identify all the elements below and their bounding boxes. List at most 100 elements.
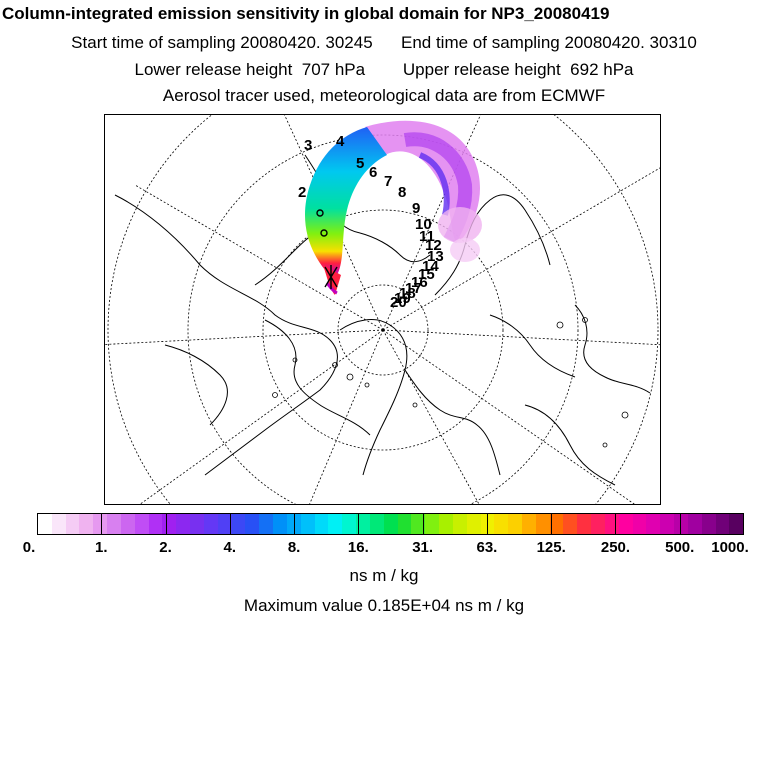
tracer-info-line: Aerosol tracer used, meteorological data… <box>162 86 606 105</box>
colorbar-segment <box>134 514 149 534</box>
colorbar <box>37 513 744 535</box>
colorbar-segment <box>674 514 688 534</box>
colorbar-segment <box>383 514 398 534</box>
traj-label-6: 6 <box>369 164 377 181</box>
traj-label-9: 9 <box>412 200 420 217</box>
traj-label-11: 11 <box>419 228 435 245</box>
colorbar-segment <box>591 514 605 534</box>
colorbar-segment <box>660 514 675 534</box>
colorbar-tick <box>358 513 360 535</box>
colorbar-segment <box>535 514 550 534</box>
colorbar-segment <box>369 514 384 534</box>
colorbar-segment <box>245 514 260 534</box>
colorbar-tick <box>294 513 296 535</box>
colorbar-segment <box>79 514 94 534</box>
colorbar-segment <box>38 514 52 534</box>
colorbar-segment <box>203 514 218 534</box>
colorbar-tick <box>422 513 424 535</box>
colorbar-label: 2. <box>159 539 172 556</box>
colorbar-segment <box>286 514 301 534</box>
traj-label-2: 2 <box>298 184 306 201</box>
colorbar-label: 125. <box>536 539 566 556</box>
colorbar-segment <box>439 514 453 534</box>
traj-label-10: 10 <box>415 216 432 233</box>
colorbar-segment <box>729 514 743 534</box>
colorbar-tick <box>679 513 681 535</box>
colorbar-segment <box>521 514 536 534</box>
colorbar-segment <box>231 514 246 534</box>
colorbar-label: 500. <box>665 539 695 556</box>
colorbar-label: 31. <box>412 539 434 556</box>
colorbar-segment <box>300 514 315 534</box>
colorbar-segment <box>342 514 357 534</box>
traj-label-20: 20 <box>390 294 407 311</box>
polar-map: 2 3 4 5 6 7 8 9 10 11 12 13 14 15 16 17 … <box>104 114 661 505</box>
colorbar-segment <box>176 514 191 534</box>
traj-label-8: 8 <box>398 184 406 201</box>
colorbar-segment <box>93 514 108 534</box>
colorbar-segment <box>494 514 509 534</box>
colorbar-segment <box>632 514 647 534</box>
colorbar-segment <box>190 514 204 534</box>
colorbar-segment <box>646 514 661 534</box>
colorbar-segment <box>452 514 467 534</box>
colorbar-segment <box>107 514 121 534</box>
traj-label-16: 16 <box>411 274 428 291</box>
traj-label-12: 12 <box>425 237 442 254</box>
colorbar-label: 4. <box>223 539 237 556</box>
colorbar-segment <box>148 514 163 534</box>
colorbar-segment <box>411 514 426 534</box>
coastlines <box>114 154 651 486</box>
colorbar-tick <box>229 513 231 535</box>
colorbar-segment <box>508 514 522 534</box>
islands <box>272 317 629 448</box>
colorbar-tick <box>551 513 553 535</box>
traj-label-3: 3 <box>304 137 312 154</box>
colorbar-ticks <box>0 513 768 535</box>
trajectory-labels: 2 3 4 5 6 7 8 9 10 11 12 13 14 15 16 17 … <box>298 133 444 311</box>
emission-plume <box>305 120 482 295</box>
colorbar-segment <box>563 514 578 534</box>
colorbar-segment <box>259 514 274 534</box>
colorbar-label: 63. <box>476 539 498 556</box>
traj-label-14: 14 <box>422 258 439 275</box>
release-height-line: Lower release height 707 hPa Upper relea… <box>134 60 634 79</box>
colorbar-label: 250. <box>600 539 631 556</box>
colorbar-segment <box>328 514 343 534</box>
colorbar-segment <box>425 514 440 534</box>
meridians <box>105 115 660 504</box>
colorbar-segment <box>51 514 66 534</box>
colorbar-label: 0. <box>22 539 36 556</box>
colorbar-label: 1000. <box>711 539 749 556</box>
traj-label-19: 19 <box>394 290 411 307</box>
trajectory-markers <box>316 209 338 289</box>
traj-label-4: 4 <box>336 133 345 150</box>
colorbar-tick <box>101 513 103 535</box>
colorbar-segment <box>65 514 80 534</box>
unit-label: ns m / kg <box>349 566 419 585</box>
traj-label-15: 15 <box>418 266 435 283</box>
colorbar-segment <box>217 514 232 534</box>
colorbar-label: 8. <box>287 539 301 556</box>
colorbar-segment <box>397 514 412 534</box>
colorbar-segment <box>604 514 619 534</box>
colorbar-segment <box>314 514 329 534</box>
sampling-time-line: Start time of sampling 20080420. 30245 E… <box>71 33 697 52</box>
max-value-label: Maximum value 0.185E+04 ns m / kg <box>243 596 525 615</box>
map-title: Column-integrated emission sensitivity i… <box>2 4 610 23</box>
colorbar-tick <box>486 513 488 535</box>
colorbar-segment <box>618 514 633 534</box>
colorbar-label: 1. <box>95 539 108 556</box>
map-canvas: 2 3 4 5 6 7 8 9 10 11 12 13 14 15 16 17 … <box>105 115 660 504</box>
latitude-circles <box>107 115 659 504</box>
colorbar-label: 16. <box>347 539 369 556</box>
traj-label-5: 5 <box>356 155 364 172</box>
colorbar-segment <box>549 514 564 534</box>
colorbar-segment <box>466 514 481 534</box>
traj-label-13: 13 <box>427 248 444 265</box>
traj-label-7: 7 <box>384 173 392 190</box>
traj-label-17: 17 <box>405 280 422 297</box>
traj-label-18: 18 <box>399 285 416 302</box>
colorbar-segment <box>715 514 730 534</box>
colorbar-tick <box>615 513 617 535</box>
